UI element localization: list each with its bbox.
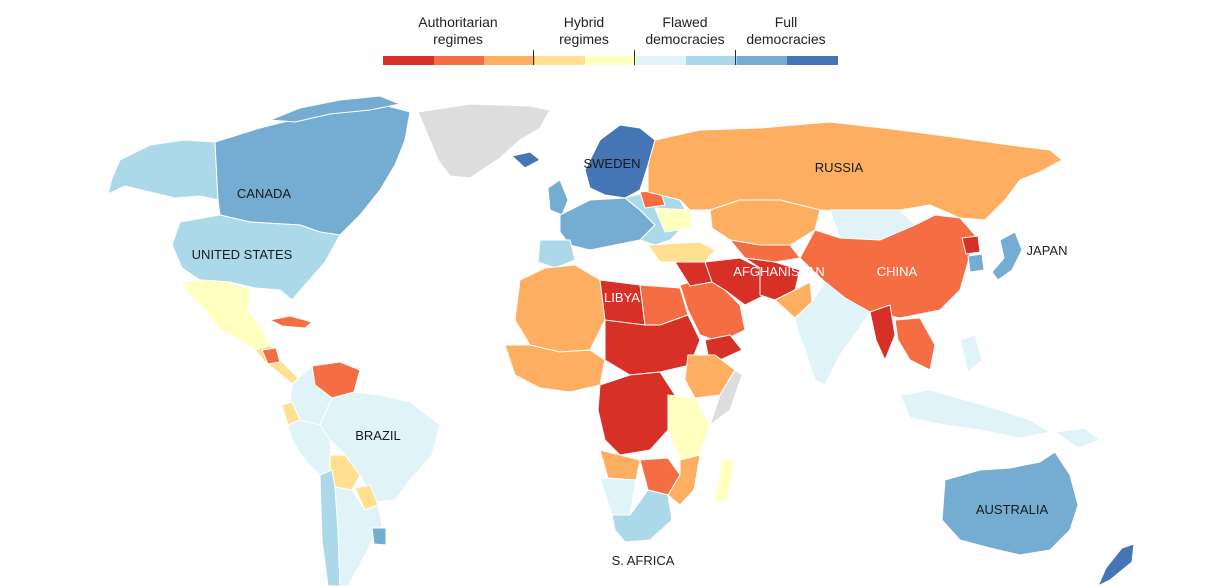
region-brazil [319,391,441,503]
legend-tick [533,50,534,65]
label-australia: AUSTRALIA [976,502,1049,517]
region-somalia [709,369,743,426]
legend-swatch [635,56,687,65]
label-brazil: BRAZIL [355,428,401,443]
region-sahel [604,314,701,376]
region-russia [647,121,1063,221]
region-indonesia [899,389,1051,439]
region-central-america [254,344,301,385]
region-uk [547,179,569,216]
legend-label-full: Full democracies [746,14,826,47]
region-west-africa [504,344,606,393]
region-southeast-asia [894,317,936,371]
label-south-africa: S. AFRICA [612,553,675,568]
legend-swatch [383,56,434,65]
region-china [799,214,976,319]
legend-tick [634,50,635,65]
region-yemen [704,334,743,361]
region-north-africa-west [514,264,606,353]
legend-swatch [585,56,636,65]
region-nicaragua [261,347,281,365]
legend-swatch [433,56,485,65]
region-iberia [537,239,576,269]
legend-label-flawed: Flawed democracies [645,14,725,47]
legend-swatch [736,56,788,65]
legend-swatch [686,56,737,65]
region-ukraine [654,207,693,233]
region-canada-islands [269,95,401,123]
region-uruguay [371,527,387,546]
legend-label-authoritarian: Authoritarian regimes [418,14,498,47]
label-united-states: UNITED STATES [192,247,293,262]
label-japan: JAPAN [1027,243,1068,258]
label-canada: CANADA [237,186,292,201]
label-libya: LIBYA [604,290,640,305]
region-philippines [959,334,983,373]
region-iceland [511,151,541,169]
region-mozambique [667,454,701,506]
legend-swatch [534,56,586,65]
region-argentina [334,486,383,586]
region-north-korea [961,235,981,255]
legend-tick [735,50,736,65]
region-pakistan [774,281,813,319]
region-new-zealand [1097,543,1135,586]
region-madagascar [713,457,736,503]
region-canada [214,103,411,236]
region-png [1054,427,1101,449]
region-japan [991,231,1023,281]
region-central-africa [597,371,676,456]
region-east-africa [667,394,711,461]
region-united-states [171,214,341,301]
region-mexico [181,279,271,351]
region-myanmar [869,304,896,361]
region-south-africa [611,489,673,543]
region-greenland [417,103,551,179]
region-iran [704,257,766,306]
region-kazakhstan [709,199,821,246]
label-china: CHINA [877,264,918,279]
legend-label-hybrid: Hybrid regimes [559,14,609,47]
region-turkey [647,241,716,263]
label-sweden: SWEDEN [583,156,640,171]
region-india [794,281,871,386]
legend-swatch [484,56,535,65]
legend-swatch [787,56,838,65]
label-afghanistan: AFGHANISTAN [733,264,825,279]
label-russia: RUSSIA [815,160,864,175]
region-south-korea [967,253,985,273]
region-cuba [269,315,313,329]
region-angola [599,449,641,481]
region-alaska [107,139,219,201]
region-australia [941,451,1079,556]
legend: Authoritarian regimes Hybrid regimes Fla… [0,0,1218,80]
region-namibia [599,477,637,516]
